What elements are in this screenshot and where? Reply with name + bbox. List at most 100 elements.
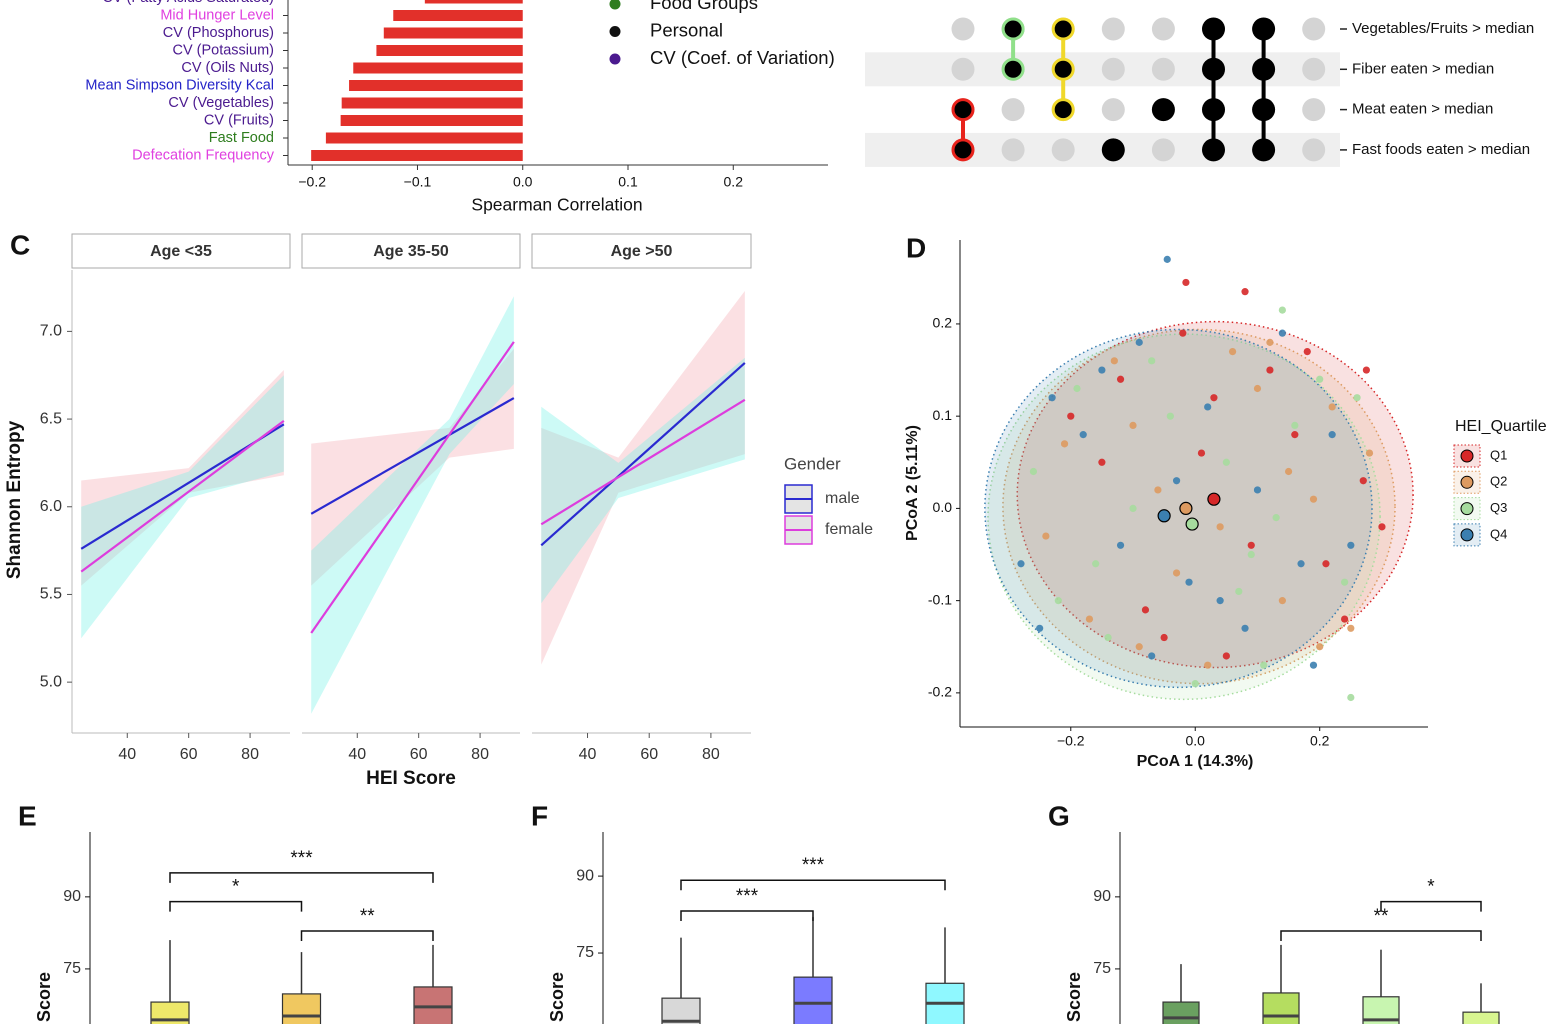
y-tick-label: -0.1 <box>928 591 952 607</box>
point <box>1341 615 1349 623</box>
box <box>1162 1001 1200 1024</box>
empty-dot <box>1302 138 1326 162</box>
x-tick-label: 80 <box>471 746 489 763</box>
centroid <box>1157 509 1171 523</box>
bar <box>341 97 523 109</box>
x-axis-title: PCoA 1 (14.3%) <box>1137 753 1254 770</box>
point <box>1266 338 1274 346</box>
bar <box>325 132 523 144</box>
point <box>1347 541 1355 549</box>
bar <box>383 27 523 39</box>
bar <box>376 45 523 56</box>
point <box>1129 504 1137 513</box>
bar <box>340 115 523 126</box>
y-tick-label: -0.2 <box>928 684 952 700</box>
point <box>1362 366 1370 374</box>
x-tick-label: 0.0 <box>1186 733 1206 749</box>
category-label: CV (Phosphorus) <box>163 25 274 41</box>
significance-bracket <box>1280 930 1482 941</box>
point <box>1235 587 1243 596</box>
point <box>1247 541 1255 549</box>
point <box>1353 394 1361 402</box>
point <box>1160 633 1168 642</box>
legend-dot <box>609 0 621 10</box>
x-tick-label: 60 <box>640 746 658 763</box>
fit-line <box>310 397 515 515</box>
box <box>1262 992 1300 1024</box>
point <box>1172 569 1181 577</box>
set-label: Fast foods eaten > median <box>1352 141 1530 158</box>
legend-label: Food Groups <box>650 0 758 13</box>
y-axis-title: PCoA 2 (5.11%) <box>904 425 921 541</box>
point <box>1278 329 1286 337</box>
point <box>1316 643 1324 651</box>
y-axis-title: Score <box>1064 972 1084 1022</box>
empty-dot <box>1302 57 1326 81</box>
member-dot <box>1202 17 1225 41</box>
legend-label: male <box>825 490 860 507</box>
empty-dot <box>951 17 975 41</box>
point <box>1247 550 1255 559</box>
point <box>1067 412 1075 420</box>
point <box>1116 541 1125 549</box>
point <box>1359 477 1367 485</box>
x-tick-label: −0.1 <box>404 174 432 190</box>
empty-dot <box>1151 17 1175 41</box>
y-tick-label: 90 <box>1093 888 1111 905</box>
empty-dot <box>1151 138 1175 162</box>
point <box>1135 643 1143 651</box>
point <box>1328 431 1336 439</box>
x-axis-title: HEI Score <box>366 768 456 789</box>
point <box>1284 467 1293 476</box>
point <box>1222 458 1230 466</box>
empty-dot <box>1302 17 1326 41</box>
category-label: Mid Hunger Level <box>160 7 274 23</box>
point <box>1073 384 1081 393</box>
legend-dot <box>1460 449 1474 463</box>
y-tick-label: 6.5 <box>40 410 62 427</box>
point <box>1185 578 1193 586</box>
bar <box>424 0 523 4</box>
x-tick-label: 40 <box>348 746 366 763</box>
significance-label: * <box>1427 877 1435 898</box>
point <box>1017 560 1025 568</box>
box <box>793 976 833 1024</box>
y-tick-label: 6.0 <box>40 498 62 515</box>
x-tick-label: 80 <box>702 746 720 763</box>
point <box>1216 523 1224 531</box>
member-dot <box>1202 57 1225 81</box>
category-label: CV (Fatty Acids Saturated) <box>102 0 274 6</box>
member-dot <box>1051 98 1075 122</box>
point <box>1341 578 1349 586</box>
category-label: Fast Food <box>209 130 274 146</box>
x-tick-label: 80 <box>241 746 259 763</box>
point <box>1116 375 1125 383</box>
point <box>1210 394 1218 402</box>
point <box>1110 357 1118 365</box>
point <box>1309 661 1318 669</box>
legend-label: Personal <box>650 19 723 40</box>
point <box>1182 278 1190 287</box>
y-axis-title: Score <box>547 972 567 1022</box>
y-axis-title: Shannon Entropy <box>4 420 25 579</box>
point <box>1216 597 1224 605</box>
y-tick-label: 0.1 <box>933 407 953 423</box>
x-tick-label: −0.2 <box>1057 733 1085 749</box>
category-label: Defecation Frequency <box>132 147 275 163</box>
facet-title: Age >50 <box>611 243 673 260</box>
category-label: Mean Simpson Diversity Kcal <box>85 77 274 93</box>
y-axis-title: Score <box>34 972 54 1022</box>
x-tick-label: 0.0 <box>513 174 533 190</box>
point <box>1154 486 1162 494</box>
member-dot <box>1001 17 1025 41</box>
facet-title: Age 35-50 <box>373 243 449 260</box>
point <box>1303 348 1311 356</box>
box <box>661 997 701 1024</box>
significance-label: ** <box>360 906 375 927</box>
legend-label: CV (Coef. of Variation) <box>650 47 835 68</box>
fit-line <box>310 341 515 634</box>
y-tick-label: 75 <box>1093 960 1111 977</box>
legend-title: HEI_Quartile <box>1455 418 1547 435</box>
panel-label: G <box>1048 800 1070 831</box>
